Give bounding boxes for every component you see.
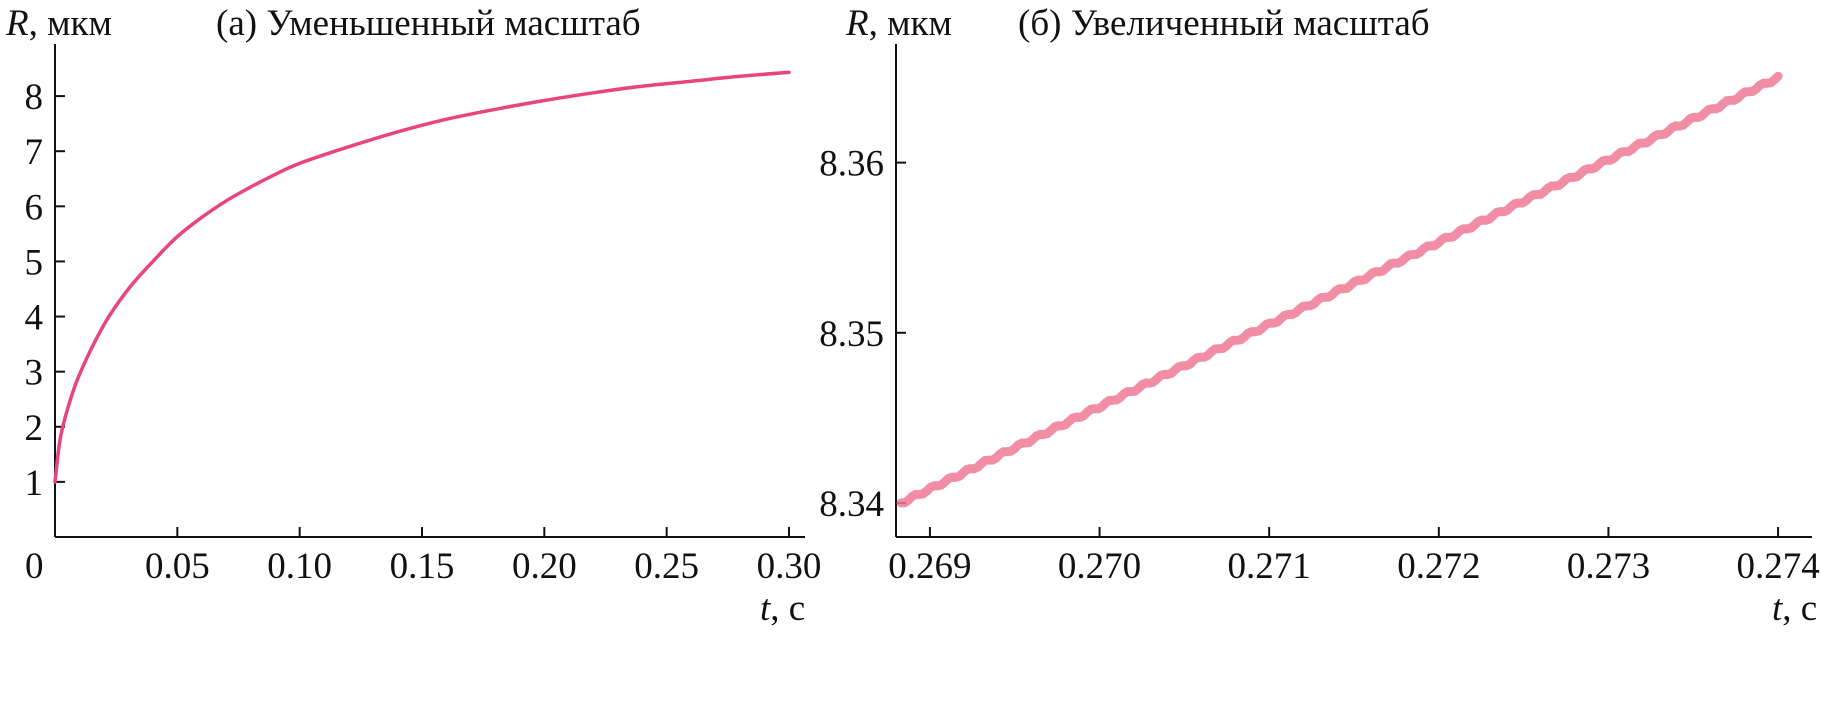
panel-a-x-tick-label: 0.30 xyxy=(757,546,822,587)
panel-b-x-tick-label: 0.269 xyxy=(888,546,971,587)
panel-b-x-tick-label: 0.270 xyxy=(1058,546,1141,587)
panel-b-title: (б) Увеличенный масштаб xyxy=(1018,3,1430,44)
panel-a-x-tick-label: 0.20 xyxy=(512,546,577,587)
panel-a-y-tick-label: 4 xyxy=(25,298,44,339)
panel-a-title: (а) Уменьшенный масштаб xyxy=(216,3,641,44)
panel-a-x-axis-label: t, с xyxy=(760,588,805,629)
panel-a-chart: R, мкм (а) Уменьшенный масштаб 12345678 … xyxy=(5,3,821,629)
panel-b-x-axis-label: t, с xyxy=(1772,588,1817,629)
panel-b-y-tick-label: 8.35 xyxy=(819,314,884,355)
panel-b-x-tick-label: 0.271 xyxy=(1228,546,1311,587)
panel-b-x-tick-label: 0.272 xyxy=(1397,546,1480,587)
panel-b-series-line xyxy=(896,71,1783,508)
panel-a-y-tick-label: 1 xyxy=(25,463,44,504)
panel-a-y-axis-label: R, мкм xyxy=(5,3,112,44)
panel-a-origin-label: 0 xyxy=(25,546,44,587)
panel-a-y-tick-label: 6 xyxy=(25,187,44,228)
panel-a-x-tick-label: 0.25 xyxy=(634,546,699,587)
panel-a-series-line xyxy=(53,70,791,484)
panel-b-y-axis-label: R, мкм xyxy=(845,3,952,44)
panel-b-chart: R, мкм (б) Увеличенный масштаб 8.34 8.35 8… xyxy=(819,3,1819,629)
panel-a-y-tick-label: 7 xyxy=(25,132,44,173)
panel-a-x-tick-label: 0.15 xyxy=(390,546,455,587)
panel-a-y-tick-label: 8 xyxy=(25,77,44,118)
panel-b-x-tick-label: 0.273 xyxy=(1567,546,1650,587)
panel-a-x-tick-label: 0.10 xyxy=(267,546,332,587)
panel-a-y-tick-label: 5 xyxy=(25,242,44,283)
panel-b-y-tick-label: 8.34 xyxy=(819,484,884,525)
panel-a-x-tick-label: 0.05 xyxy=(145,546,210,587)
panel-a-y-tick-label: 3 xyxy=(25,353,44,394)
panel-b-x-tick-label: 0.274 xyxy=(1736,546,1819,587)
panel-b-y-tick-label: 8.36 xyxy=(819,144,884,185)
panel-a-y-tick-label: 2 xyxy=(25,408,44,449)
